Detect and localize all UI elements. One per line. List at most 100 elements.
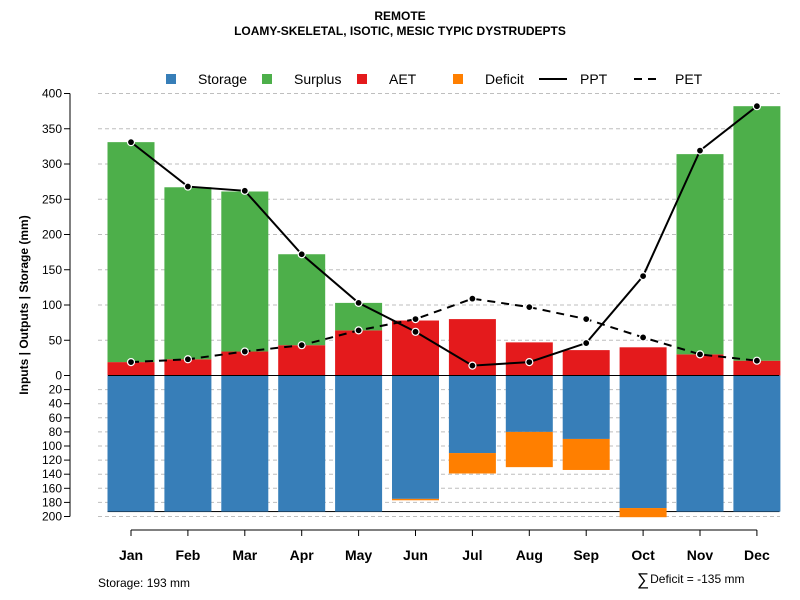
x-tick-label: Jan bbox=[119, 547, 143, 563]
x-tick-label: Aug bbox=[516, 547, 543, 563]
x-tick-label: Sep bbox=[573, 547, 599, 563]
pet-point bbox=[354, 326, 363, 335]
ppt-point bbox=[183, 182, 192, 191]
y-tick-label: 400 bbox=[42, 87, 62, 101]
y-tick-label: 200 bbox=[42, 228, 62, 242]
chart-subtitle: LOAMY-SKELETAL, ISOTIC, MESIC TYPIC DYST… bbox=[234, 24, 566, 38]
legend-label: Surplus bbox=[294, 71, 341, 87]
pet-point bbox=[752, 356, 762, 365]
ppt-point bbox=[240, 186, 249, 195]
y-tick-label: 0 bbox=[55, 369, 62, 383]
legend-label: PET bbox=[675, 71, 703, 87]
ppt-point bbox=[354, 298, 363, 307]
sum-icon: ∑ bbox=[637, 570, 650, 589]
storage-note: Storage: 193 mm bbox=[98, 576, 191, 590]
legend-swatch bbox=[453, 74, 463, 84]
pet-point bbox=[525, 303, 534, 312]
legend-swatch bbox=[166, 74, 176, 84]
legend-swatch bbox=[357, 74, 367, 84]
ppt-line bbox=[130, 105, 758, 367]
storage-bar bbox=[164, 375, 212, 512]
x-tick-label: Jul bbox=[462, 547, 482, 563]
ppt-point bbox=[752, 102, 762, 111]
surplus-bar bbox=[107, 142, 155, 363]
ppt-point bbox=[126, 138, 136, 147]
y-tick-label: 100 bbox=[42, 298, 62, 312]
x-tick-label: May bbox=[345, 547, 372, 563]
y-tick-label: 350 bbox=[42, 122, 62, 136]
deficit-note-text: Deficit = -135 mm bbox=[650, 572, 745, 586]
deficit-bar bbox=[562, 438, 610, 470]
aet-bar bbox=[335, 330, 383, 376]
aet-bar bbox=[733, 360, 781, 376]
x-tick-label: Dec bbox=[744, 547, 770, 563]
pet-point bbox=[582, 315, 591, 324]
ppt-point bbox=[695, 146, 705, 155]
y-tick-label: 160 bbox=[42, 481, 62, 495]
y-tick-label: 200 bbox=[42, 510, 62, 524]
y-tick-label: 80 bbox=[49, 425, 63, 439]
pet-point bbox=[183, 355, 192, 364]
ppt-point bbox=[468, 361, 477, 370]
x-tick-label: Mar bbox=[232, 547, 257, 563]
aet-bar bbox=[676, 354, 724, 376]
y-tick-label: 250 bbox=[42, 192, 62, 206]
deficit-bar bbox=[392, 498, 439, 501]
deficit-bar bbox=[448, 453, 496, 474]
storage-bar bbox=[505, 375, 553, 432]
chart-title: REMOTE bbox=[374, 9, 426, 23]
surplus-bar bbox=[278, 254, 326, 346]
surplus-bar bbox=[733, 106, 781, 361]
legend-label: AET bbox=[389, 71, 417, 87]
storage-bar bbox=[562, 375, 610, 439]
storage-bar bbox=[107, 375, 155, 512]
storage-bar bbox=[221, 375, 269, 512]
aet-bar bbox=[278, 345, 326, 376]
aet-bar bbox=[221, 351, 269, 376]
storage-bar bbox=[676, 375, 724, 512]
y-tick-label: 300 bbox=[42, 157, 62, 171]
pet-line bbox=[130, 297, 758, 364]
pet-point bbox=[468, 294, 477, 303]
aet-bar bbox=[562, 350, 610, 376]
pet-point bbox=[297, 341, 306, 350]
y-tick-label: 180 bbox=[42, 495, 62, 509]
x-tick-label: Jun bbox=[403, 547, 428, 563]
storage-bar bbox=[619, 375, 667, 509]
y-tick-label: 40 bbox=[49, 397, 63, 411]
aet-bar bbox=[619, 347, 667, 376]
y-axis-label: Inputs | Outputs | Storage (mm) bbox=[17, 215, 31, 394]
x-tick-label: Feb bbox=[175, 547, 200, 563]
x-tick-label: Nov bbox=[687, 547, 714, 563]
legend-swatch bbox=[262, 74, 272, 84]
ppt-point bbox=[411, 327, 420, 336]
y-tick-label: 20 bbox=[49, 383, 63, 397]
y-tick-label: 140 bbox=[42, 467, 62, 481]
x-tick-label: Apr bbox=[290, 547, 315, 563]
storage-bar bbox=[278, 375, 326, 512]
legend-label: Storage bbox=[198, 71, 247, 87]
y-tick-label: 100 bbox=[42, 439, 62, 453]
pet-point bbox=[126, 358, 136, 367]
y-tick-label: 150 bbox=[42, 263, 62, 277]
surplus-bar bbox=[676, 154, 724, 355]
pet-point bbox=[411, 315, 420, 324]
legend-label: PPT bbox=[580, 71, 608, 87]
ppt-point bbox=[582, 338, 591, 348]
deficit-bar bbox=[619, 508, 667, 518]
pet-point bbox=[638, 333, 648, 342]
surplus-bar bbox=[335, 302, 383, 331]
legend-label: Deficit bbox=[485, 71, 524, 87]
storage-bar bbox=[392, 375, 439, 499]
pet-point bbox=[695, 350, 705, 359]
y-tick-label: 60 bbox=[49, 411, 63, 425]
aet-bar bbox=[164, 359, 212, 376]
deficit-note: ∑Deficit = -135 mm bbox=[637, 570, 744, 590]
storage-bar bbox=[733, 375, 781, 512]
ppt-point bbox=[525, 358, 534, 367]
storage-bar bbox=[448, 375, 496, 454]
pet-point bbox=[240, 347, 249, 356]
y-tick-label: 50 bbox=[49, 333, 63, 347]
surplus-bar bbox=[164, 187, 212, 360]
